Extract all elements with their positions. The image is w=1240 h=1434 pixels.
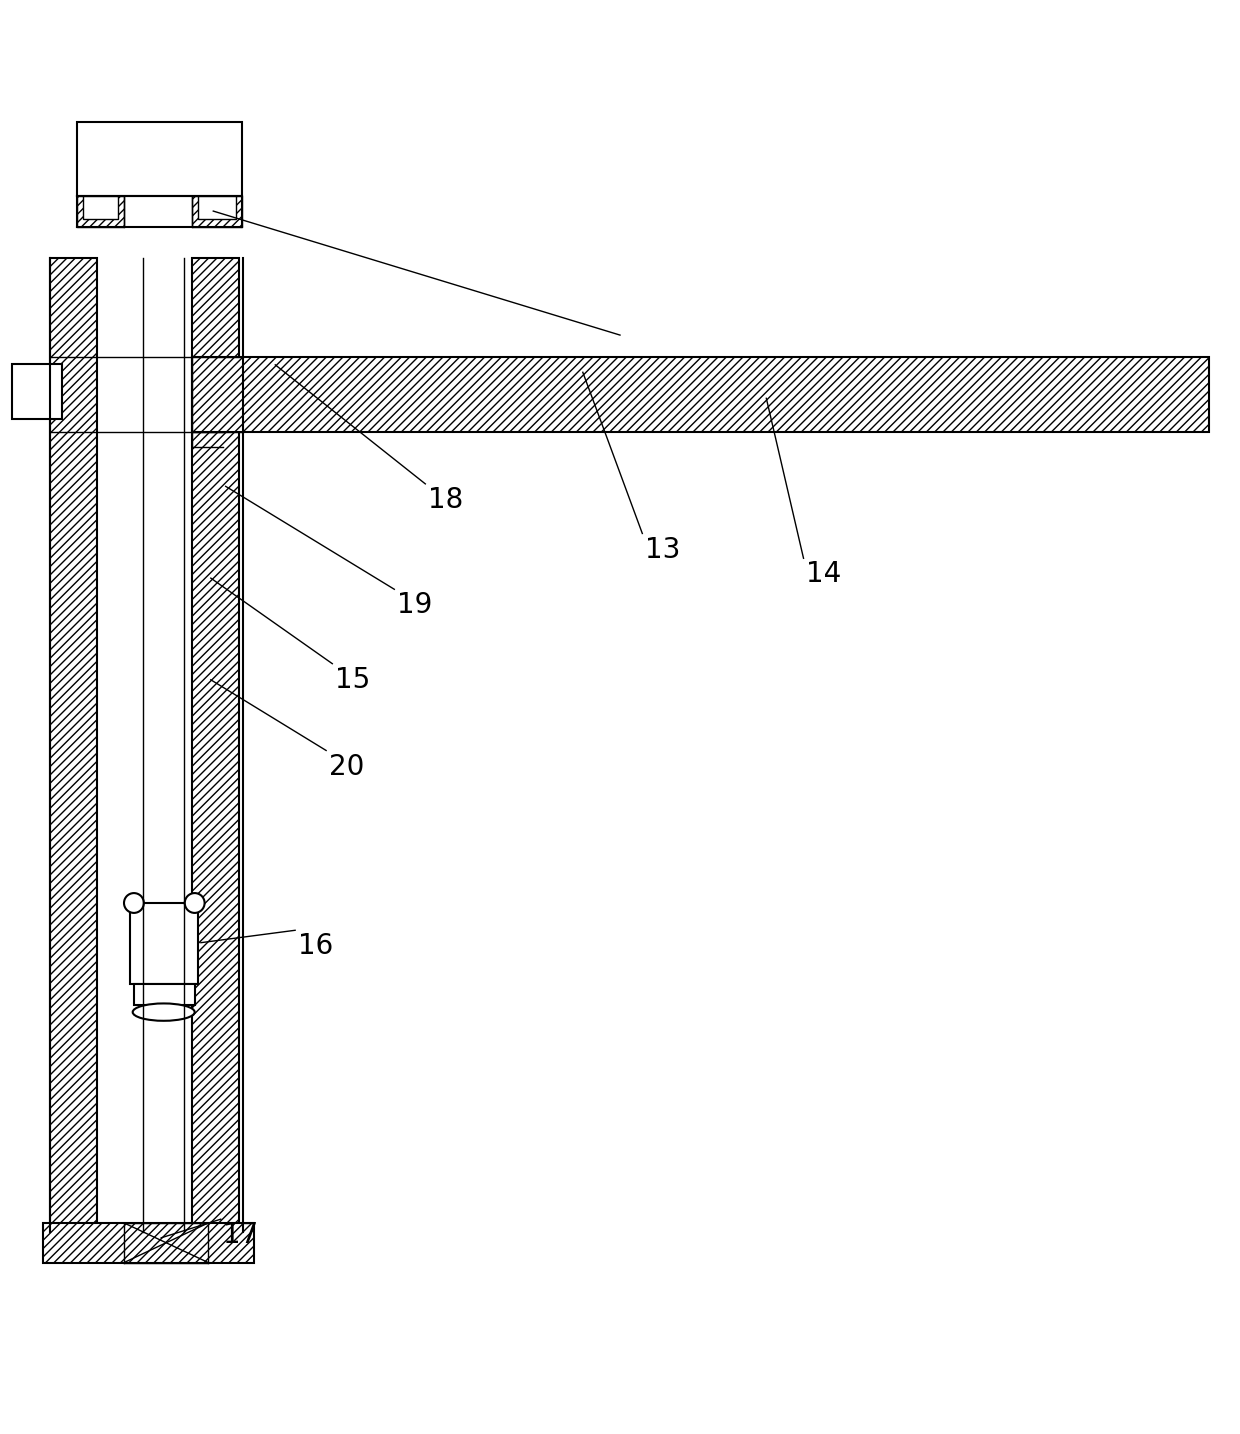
Circle shape	[185, 893, 205, 913]
Bar	[192, 357, 1209, 432]
Bar	[43, 1223, 254, 1262]
Circle shape	[124, 893, 144, 913]
Text: 13: 13	[645, 536, 681, 564]
Text: 19: 19	[397, 591, 433, 619]
Bar	[50, 258, 97, 1232]
Bar	[192, 196, 242, 227]
Bar	[83, 196, 118, 218]
Text: 15: 15	[335, 665, 370, 694]
Text: 14: 14	[806, 561, 841, 588]
Bar	[77, 122, 242, 196]
Ellipse shape	[133, 1004, 195, 1021]
Bar	[12, 364, 62, 419]
Text: 17: 17	[223, 1222, 258, 1249]
Text: 18: 18	[428, 486, 463, 513]
Bar	[198, 196, 236, 218]
Bar	[134, 984, 195, 1005]
Bar	[77, 196, 124, 227]
Bar	[130, 903, 198, 984]
Text: 16: 16	[298, 932, 332, 961]
Bar	[192, 258, 239, 1232]
Text: 20: 20	[329, 753, 365, 780]
